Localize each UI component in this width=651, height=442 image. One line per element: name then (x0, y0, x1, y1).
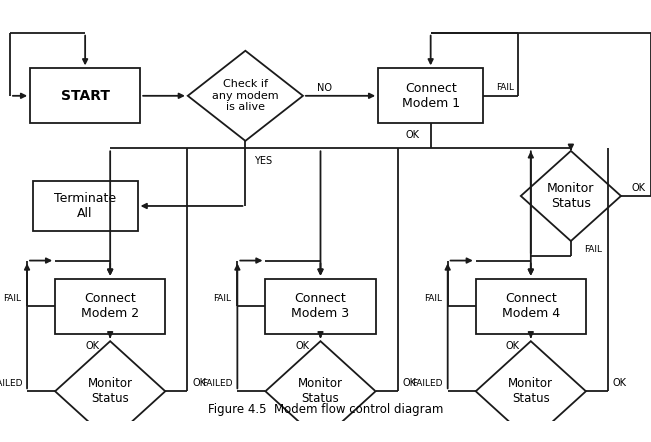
Text: OK: OK (85, 341, 99, 351)
Bar (30, 68, 140, 123)
Text: OK: OK (402, 378, 417, 388)
Bar (266, 278, 376, 334)
Text: NO: NO (318, 83, 333, 93)
Text: Connect
Modem 3: Connect Modem 3 (292, 292, 350, 320)
Bar (33, 181, 138, 231)
Text: OK: OK (192, 378, 206, 388)
Text: YES: YES (255, 156, 273, 166)
Text: START: START (61, 89, 109, 103)
Text: FAIL: FAIL (214, 293, 231, 303)
Polygon shape (266, 341, 376, 442)
Text: FAILED: FAILED (202, 379, 232, 388)
Text: OK: OK (296, 341, 309, 351)
Text: Monitor
Status: Monitor Status (547, 182, 594, 210)
Text: Terminate
All: Terminate All (54, 192, 116, 220)
Text: OK: OK (506, 341, 519, 351)
Text: Figure 4.5  Modem flow control diagram: Figure 4.5 Modem flow control diagram (208, 403, 443, 416)
Text: FAIL: FAIL (496, 83, 514, 92)
Text: Connect
Modem 2: Connect Modem 2 (81, 292, 139, 320)
Text: Check if
any modem
is alive: Check if any modem is alive (212, 79, 279, 112)
Text: Monitor
Status: Monitor Status (298, 377, 343, 405)
Text: FAIL: FAIL (3, 293, 21, 303)
Text: Connect
Modem 4: Connect Modem 4 (502, 292, 560, 320)
Text: Monitor
Status: Monitor Status (508, 377, 553, 405)
Bar (378, 68, 483, 123)
Text: OK: OK (632, 183, 646, 193)
Text: FAIL: FAIL (584, 244, 602, 254)
Text: Monitor
Status: Monitor Status (88, 377, 133, 405)
Bar (55, 278, 165, 334)
Text: OK: OK (613, 378, 627, 388)
Text: Connect
Modem 1: Connect Modem 1 (402, 82, 460, 110)
Text: FAIL: FAIL (424, 293, 441, 303)
Polygon shape (476, 341, 586, 442)
Text: OK: OK (406, 130, 420, 141)
Polygon shape (55, 341, 165, 442)
Polygon shape (521, 151, 621, 241)
Polygon shape (187, 51, 303, 141)
Bar (476, 278, 586, 334)
Text: FAILED: FAILED (0, 379, 22, 388)
Text: FAILED: FAILED (412, 379, 443, 388)
